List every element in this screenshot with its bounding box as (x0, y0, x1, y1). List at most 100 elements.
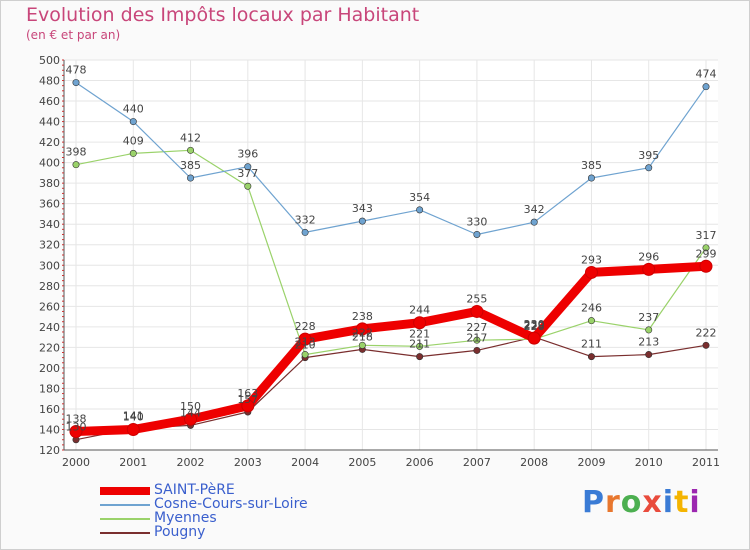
data-point (584, 265, 598, 279)
legend-label: Myennes (154, 510, 217, 526)
data-label: 354 (409, 191, 430, 204)
data-point (587, 174, 595, 182)
data-label: 395 (638, 149, 659, 162)
data-label: 238 (352, 310, 373, 323)
series-line (71, 261, 711, 436)
data-label: 213 (295, 336, 316, 349)
data-point (358, 341, 366, 349)
x-tick-label: 2002 (177, 456, 205, 469)
data-point (69, 425, 83, 439)
data-point (645, 164, 653, 172)
x-tick-label: 2001 (119, 456, 147, 469)
y-tick-label: 400 (39, 157, 60, 170)
data-point (241, 399, 255, 413)
x-tick-label: 2000 (62, 456, 90, 469)
legend-item: Cosne-Cours-sur-Loire (100, 496, 360, 513)
legend-label: SAINT-PèRE (154, 482, 235, 498)
data-point (645, 351, 653, 359)
data-label: 296 (638, 250, 659, 263)
data-point (527, 331, 541, 345)
chart-subtitle: (en € et par an) (26, 28, 121, 42)
data-label: 211 (581, 338, 602, 351)
data-label: 246 (581, 302, 602, 315)
y-tick-label: 260 (39, 300, 60, 313)
legend-swatch (100, 487, 150, 495)
plot-area (64, 60, 718, 450)
data-label: 474 (696, 68, 717, 81)
data-label: 221 (409, 327, 430, 340)
data-point (301, 228, 309, 236)
data-label: 317 (696, 229, 717, 242)
data-label: 255 (466, 292, 487, 305)
data-label: 217 (466, 331, 487, 344)
data-label: 230 (524, 318, 545, 331)
data-point (473, 346, 481, 354)
data-label: 141 (123, 409, 144, 422)
proxiti-logo: Proxiti (582, 485, 701, 520)
data-point (702, 83, 710, 91)
x-tick-label: 2007 (463, 456, 491, 469)
legend-label: Pougny (154, 524, 206, 540)
y-tick-label: 320 (39, 239, 60, 252)
data-label: 222 (696, 326, 717, 339)
x-tick-label: 2011 (692, 456, 720, 469)
data-label: 343 (352, 202, 373, 215)
legend-swatch (100, 504, 150, 506)
data-label: 293 (581, 253, 602, 266)
data-point (530, 218, 538, 226)
y-tick-label: 280 (39, 280, 60, 293)
data-label: 385 (581, 159, 602, 172)
data-point (187, 174, 195, 182)
y-tick-label: 200 (39, 362, 60, 375)
data-label: 237 (638, 311, 659, 324)
data-label: 227 (466, 321, 487, 334)
data-point (298, 332, 312, 346)
data-label: 140 (123, 410, 144, 423)
data-point (416, 353, 424, 361)
data-point (645, 326, 653, 334)
data-point (702, 244, 710, 252)
data-point (470, 304, 484, 318)
x-tick-label: 2004 (291, 456, 319, 469)
data-label: 144 (180, 406, 201, 419)
chart-title: Evolution des Impôts locaux par Habitant (26, 4, 420, 26)
data-point (187, 146, 195, 154)
data-label: 150 (180, 400, 201, 413)
data-point (72, 79, 80, 87)
data-label: 385 (180, 159, 201, 172)
data-point (587, 353, 595, 361)
data-label: 138 (66, 413, 87, 426)
data-point (416, 206, 424, 214)
data-label: 218 (352, 330, 373, 343)
x-tick-label: 2005 (348, 456, 376, 469)
data-label: 299 (696, 247, 717, 260)
series-line (75, 336, 707, 441)
series-line (75, 81, 707, 236)
legend-label: Cosne-Cours-sur-Loire (154, 496, 308, 512)
y-tick-label: 500 (39, 54, 60, 67)
data-label: 228 (295, 320, 316, 333)
data-label: 130 (66, 421, 87, 434)
data-point (473, 230, 481, 238)
data-label: 342 (524, 203, 545, 216)
data-point (413, 316, 427, 330)
data-label: 229 (524, 319, 545, 332)
data-label: 440 (123, 103, 144, 116)
data-label: 409 (123, 134, 144, 147)
data-label: 377 (237, 167, 258, 180)
y-tick-label: 160 (39, 403, 60, 416)
data-point (72, 161, 80, 169)
data-label: 330 (466, 215, 487, 228)
y-tick-label: 420 (39, 136, 60, 149)
data-point (699, 259, 713, 273)
data-point (702, 341, 710, 349)
data-label: 244 (409, 304, 430, 317)
y-tick-label: 380 (39, 177, 60, 190)
x-tick-label: 2003 (234, 456, 262, 469)
y-tick-label: 460 (39, 95, 60, 108)
data-label: 332 (295, 213, 316, 226)
data-point (129, 149, 137, 157)
y-tick-label: 340 (39, 218, 60, 231)
data-label: 210 (295, 339, 316, 352)
data-label: 163 (237, 387, 258, 400)
